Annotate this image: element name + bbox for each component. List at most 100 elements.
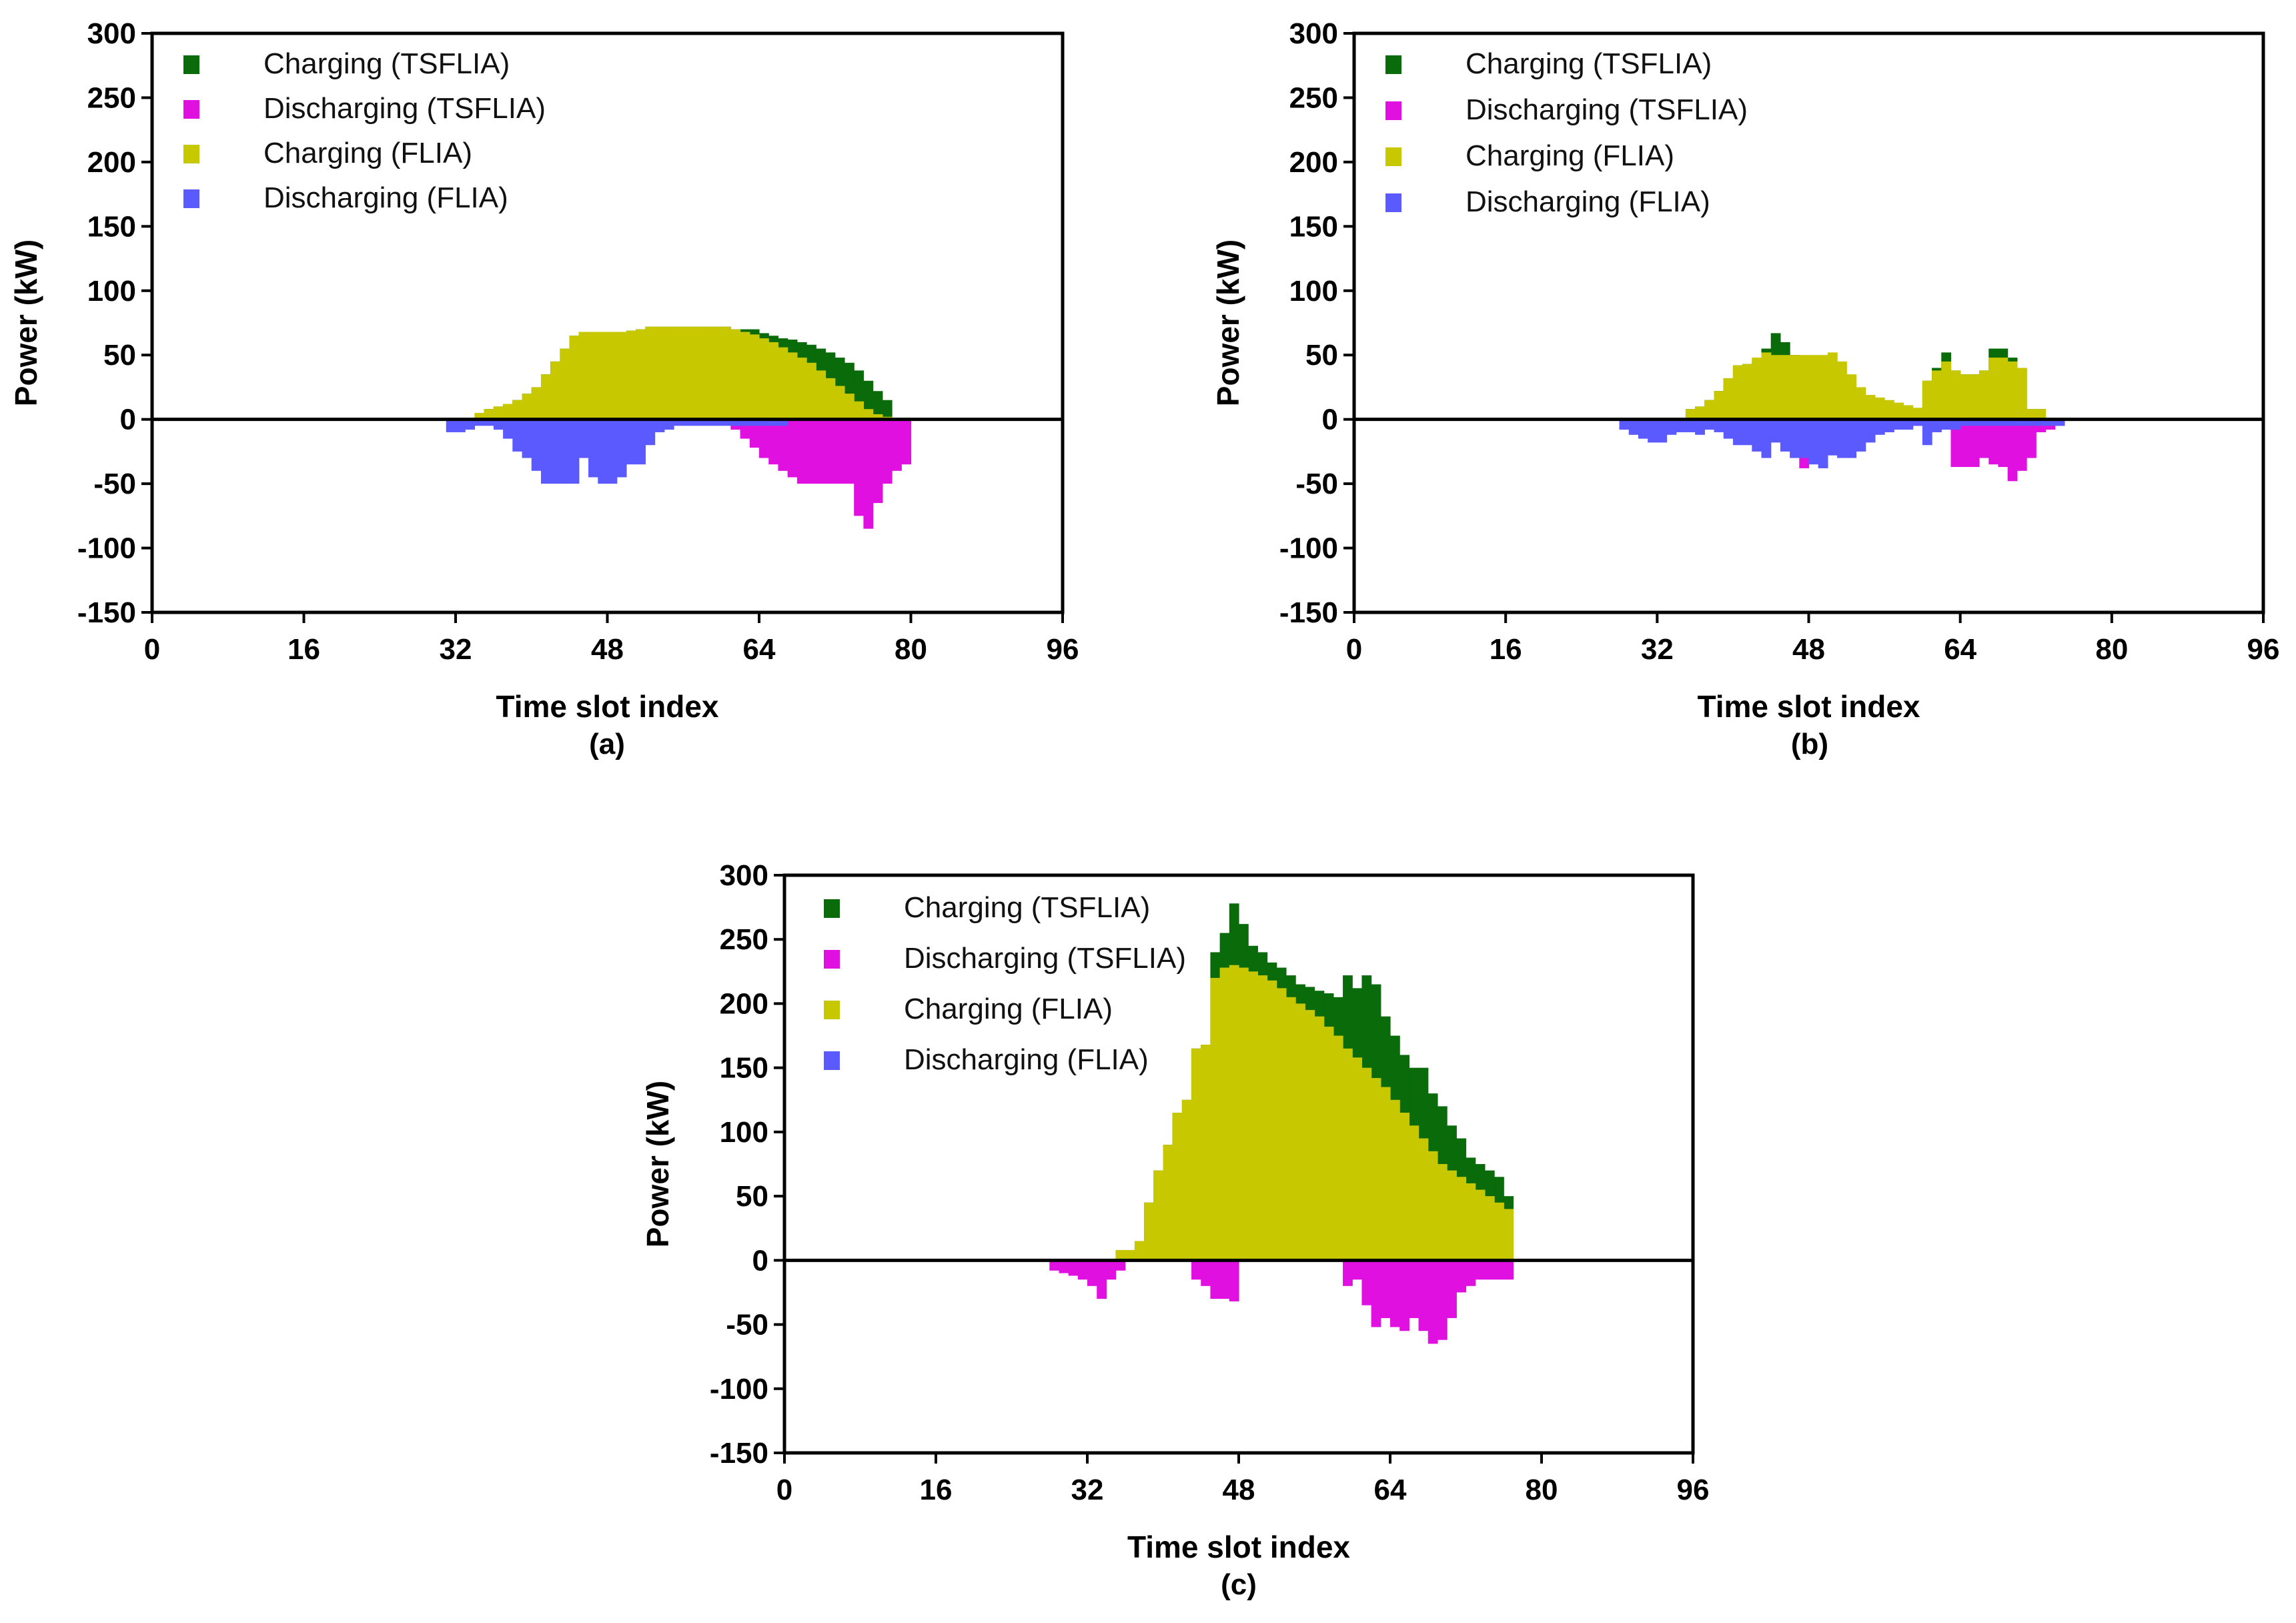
bar-charging-flia [1714,391,1724,420]
bar-discharging-tsflia [1960,419,1970,468]
bar-discharging-flia [2017,419,2027,426]
y-tick-label: 50 [103,339,136,372]
bar-charging-flia [740,332,750,420]
y-tick-label: 200 [1289,146,1338,179]
bar-discharging-tsflia [854,419,865,516]
legend-swatch-discharging-tsflia [824,950,840,969]
bar-charging-flia [1950,370,1961,420]
series-discharging-tsflia [1049,1260,1514,1344]
bar-charging-flia [1418,1138,1429,1261]
bar-charging-flia [683,326,694,420]
bar-charging-flia [2027,409,2037,420]
bar-discharging-tsflia [1979,419,1989,458]
bar-discharging-tsflia [1210,1260,1221,1299]
bar-discharging-tsflia [1399,1260,1409,1331]
y-tick-label: 100 [87,275,136,308]
bar-charging-flia [1742,364,1752,420]
bar-charging-flia [1191,1048,1201,1261]
bar-charging-flia [1380,1087,1391,1261]
bar-charging-flia [1343,1048,1353,1261]
legend-swatch-charging-flia [824,1001,840,1019]
series-discharging-tsflia [730,419,912,529]
bar-discharging-tsflia [1437,1260,1448,1340]
bar-charging-flia [598,332,608,420]
legend-swatch-discharging-flia [183,189,199,208]
series-charging-flia [1115,965,1514,1261]
y-tick-label: 0 [752,1244,768,1277]
bar-discharging-tsflia [1950,419,1961,468]
bar-charging-flia [588,332,598,420]
bar-charging-flia [1295,1003,1305,1261]
bar-discharging-flia [683,419,694,426]
bar-charging-flia [1761,352,1772,420]
bar-charging-flia [1352,1057,1363,1261]
series-discharging-flia [1619,419,2065,468]
bar-discharging-tsflia [759,419,769,458]
bar-charging-flia [474,413,485,420]
x-tick-label: 16 [920,1474,953,1506]
bar-charging-flia [1770,355,1781,420]
bar-charging-flia [560,348,570,420]
bar-discharging-flia [1941,419,1952,430]
legend-label-discharging-tsflia: Discharging (TSFLIA) [904,942,1186,975]
bar-discharging-flia [721,419,731,426]
bar-charging-flia [1504,1209,1514,1261]
panel-b: -150 -100 -50 0 50 100 150 200 250 300 0 16 32 48 64 80… [1211,17,2279,760]
panel-a: -150 -100 -50 0 50 100 150 200 250 300 0 16 32 48 64 80… [9,17,1079,760]
bar-discharging-flia [1723,419,1734,439]
bar-charging-flia [1752,358,1762,420]
bar-discharging-tsflia [1969,419,1980,468]
bar-discharging-flia [540,419,551,484]
legend: Charging (TSFLIA) Discharging (TSFLIA) Cha… [1385,47,1748,218]
bar-discharging-flia [569,419,580,484]
bar-discharging-flia [522,419,532,458]
bar-discharging-flia [1657,419,1668,443]
bar-charging-flia [674,326,684,420]
bar-discharging-tsflia [1087,1260,1097,1286]
bar-charging-flia [578,332,589,420]
bar-discharging-flia [1837,419,1847,458]
bar-discharging-flia [1742,419,1752,446]
bar-discharging-tsflia [1229,1260,1239,1301]
bar-charging-flia [1704,400,1715,420]
legend-swatch-discharging-tsflia [1385,101,1401,120]
bar-discharging-flia [636,419,646,465]
bar-charging-flia [1456,1177,1467,1261]
bar-charging-flia [626,330,636,420]
bar-discharging-tsflia [882,419,893,484]
bar-discharging-flia [598,419,608,484]
bar-charging-flia [484,409,494,420]
bar-charging-flia [759,338,769,420]
bar-discharging-flia [645,419,656,446]
bar-charging-flia [1865,395,1876,420]
bar-discharging-flia [654,419,665,432]
bar-charging-flia [1361,1067,1372,1261]
bar-discharging-flia [550,419,561,484]
x-tick-label: 80 [895,633,927,666]
bar-charging-flia [522,394,532,420]
bar-charging-flia [1837,361,1847,420]
bar-discharging-flia [1638,419,1648,439]
bar-charging-flia [1115,1249,1126,1261]
bar-discharging-tsflia [1352,1260,1363,1280]
bar-discharging-flia [1856,419,1866,452]
bar-charging-flia [1248,971,1258,1261]
bar-discharging-flia [1922,419,1932,446]
bar-discharging-tsflia [1201,1260,1211,1286]
x-tick-label: 32 [1641,633,1674,666]
y-axis-title: Power (kW) [9,239,43,406]
bar-discharging-tsflia [1191,1260,1201,1280]
bar-charging-flia [1371,1078,1381,1261]
bar-charging-flia [1447,1170,1457,1261]
legend-swatch-charging-flia [1385,147,1401,166]
legend-label-discharging-tsflia: Discharging (TSFLIA) [1466,93,1748,126]
bar-charging-flia [1134,1241,1145,1261]
bar-discharging-tsflia [1456,1260,1467,1293]
y-tick-label: -50 [726,1309,768,1341]
bar-discharging-flia [1998,419,2008,426]
x-tick-label: 64 [1374,1474,1407,1506]
bar-discharging-tsflia [892,419,902,471]
bar-charging-flia [1125,1249,1135,1261]
bar-discharging-flia [1676,419,1686,432]
bar-discharging-tsflia [806,419,816,484]
